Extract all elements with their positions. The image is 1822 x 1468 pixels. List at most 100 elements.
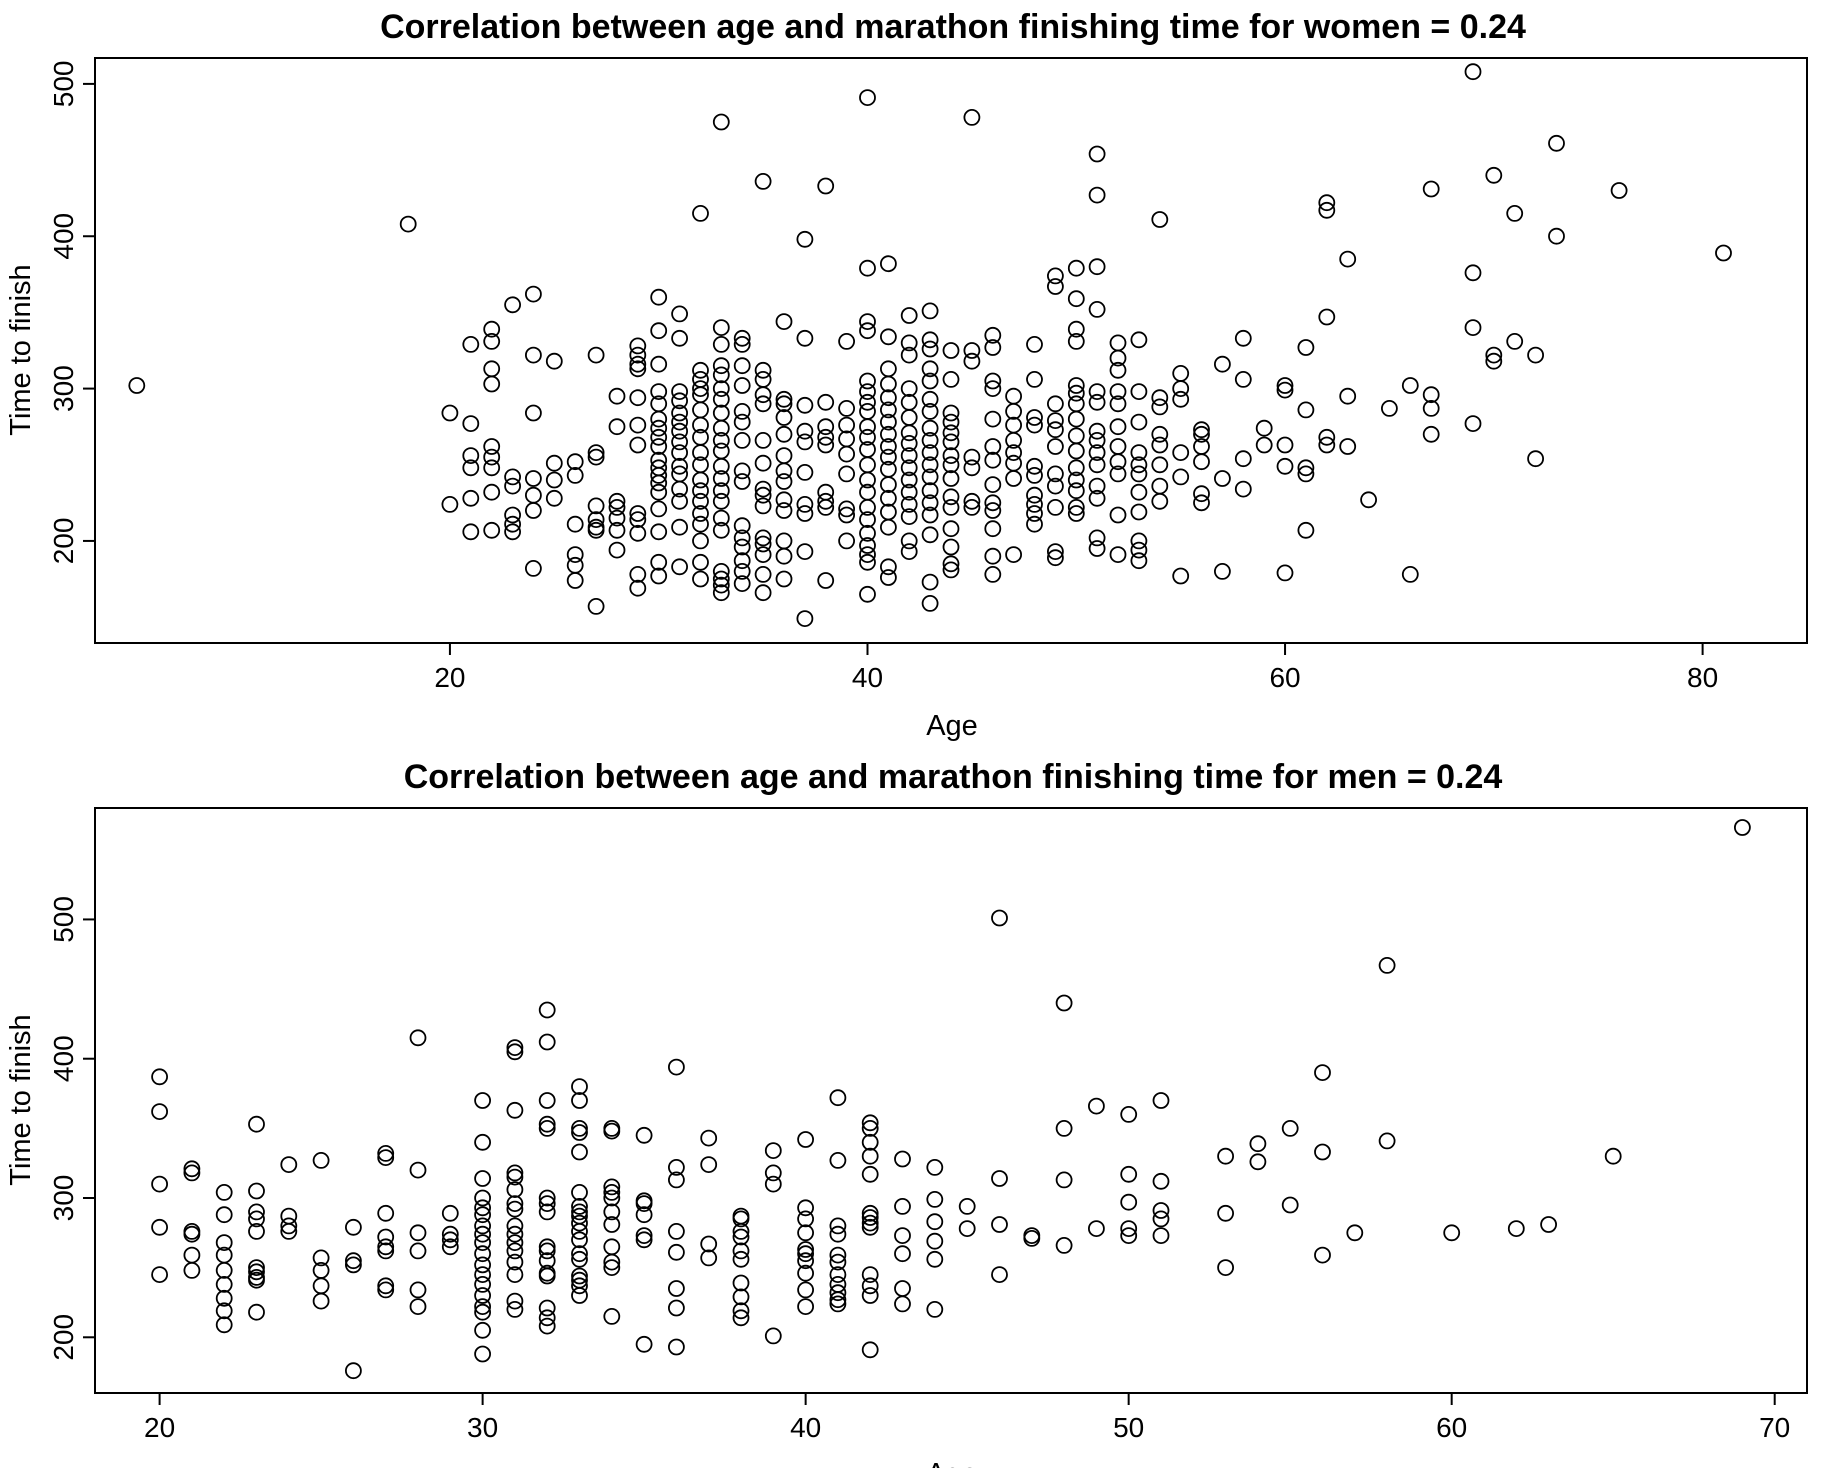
women-data-point [1067,459,1085,477]
men-data-point [732,1242,750,1260]
women-data-point [1318,201,1336,219]
men-data-point [861,1209,879,1226]
men-data-point [1088,1097,1105,1115]
women-data-point [838,445,855,463]
men-data-point [377,1277,395,1295]
women-data-point [712,113,730,131]
women-data-point [1548,134,1565,152]
women-data-point [1172,444,1190,462]
women-data-point [1130,552,1148,570]
women-data-point [817,418,835,436]
women-data-point [545,489,563,507]
women-data-point [671,558,688,576]
women-data-point [754,395,772,413]
women-data-point [483,521,501,539]
men-data-point [1378,957,1396,974]
women-data-point [1067,427,1085,445]
men-data-point [668,1223,685,1240]
women-data-point [650,410,668,428]
women-data-point [921,390,939,408]
women-data-point [1047,438,1064,455]
women-data-point [859,511,876,528]
women-data-point [1026,505,1043,522]
women-data-point [838,332,855,350]
men-data-point [603,1308,621,1325]
women-data-point [692,444,709,462]
women-data-point [1464,319,1482,337]
women-data-point [880,503,897,521]
women-data-point [629,436,647,454]
men-plot-frame [94,807,1808,1394]
women-data-point [629,360,647,378]
women-data-point [754,431,772,449]
women-data-point [650,567,668,585]
men-data-point [1055,1171,1073,1189]
men-y-tick-label: 400 [48,1035,79,1082]
women-data-point [1047,543,1064,560]
women-data-point [859,546,876,563]
women-data-point [984,451,1002,469]
women-data-point [921,595,939,612]
men-data-point [635,1195,653,1212]
women-data-point [608,509,626,527]
women-data-point [671,444,688,462]
men-data-point [1734,819,1751,836]
women-data-point [566,546,584,563]
women-data-point [1339,387,1357,405]
women-data-point [733,431,751,449]
women-data-point [733,538,751,556]
men-data-point [506,1043,524,1061]
men-data-point [797,1199,814,1217]
men-data-point [668,1280,685,1297]
women-data-point [1151,436,1169,454]
women-data-point [1255,419,1273,437]
women-data-point [587,448,605,466]
women-data-point [650,483,668,501]
women-data-point [942,561,960,579]
women-data-point [733,517,751,535]
men-data-point [474,1199,492,1217]
men-data-point [474,1189,492,1207]
women-data-point [1464,264,1482,282]
women-data-point [1130,456,1148,474]
men-data-point [958,1220,976,1237]
women-data-point [587,444,605,462]
women-data-point [859,498,876,516]
women-data-point [754,584,772,602]
men-data-point [635,1335,653,1353]
women-data-point [671,492,688,510]
women-data-point [1067,395,1085,413]
women-data-point [1109,438,1127,455]
women-data-point [1005,454,1022,472]
women-data-point [1026,416,1043,434]
women-data-point [817,177,835,195]
women-data-point [1130,541,1148,559]
men-data-point [829,1152,847,1169]
men-data-point [571,1287,588,1304]
women-data-point [1047,498,1064,516]
men-data-point [248,1210,265,1228]
women-data-point [1088,300,1106,318]
women-data-point [921,468,939,486]
women-y-axis-label: Time to finish [5,264,37,435]
women-data-point [608,521,626,539]
women-data-point [441,404,459,422]
men-data-point [894,1280,911,1297]
women-data-point [984,476,1002,494]
men-data-point [248,1259,265,1276]
women-data-point [1109,361,1127,379]
men-data-point [797,1264,814,1282]
men-data-point [506,1301,524,1318]
men-data-point [894,1150,911,1168]
men-data-point [571,1198,588,1215]
women-data-point [1318,308,1336,326]
men-data-point [1088,1220,1105,1237]
women-data-point [1172,380,1190,398]
women-data-point [775,491,793,509]
women-data-point [1318,436,1336,454]
men-data-point [732,1210,750,1228]
women-data-point [1047,549,1064,567]
women-data-point [712,335,730,353]
men-data-point [1217,1259,1234,1276]
